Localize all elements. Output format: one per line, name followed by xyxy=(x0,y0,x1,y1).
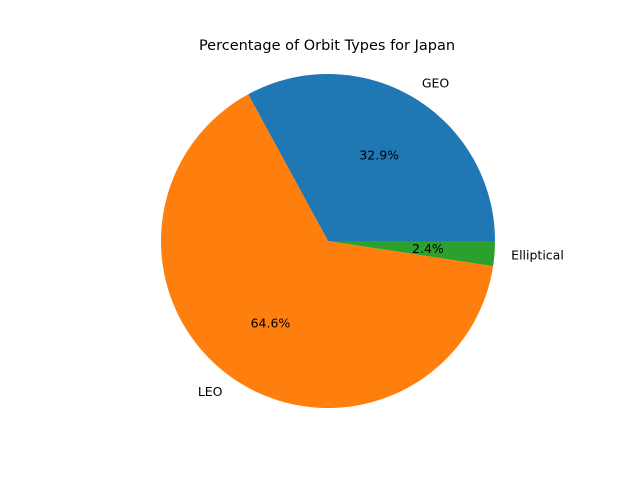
slice-percent-elliptical: 2.4% xyxy=(412,241,444,256)
slice-percent-geo: 32.9% xyxy=(359,147,399,162)
slice-label-geo: GEO xyxy=(422,76,450,91)
pie-slices xyxy=(161,74,496,409)
slice-label-leo: LEO xyxy=(198,384,223,399)
pie-slice-geo xyxy=(248,74,495,242)
chart-title: Percentage of Orbit Types for Japan xyxy=(199,38,455,54)
pie-slice-elliptical xyxy=(328,241,496,267)
pie-slice-leo xyxy=(161,94,494,409)
pie-labels: GEO 32.9% LEO 64.6% Elliptical 2.4% xyxy=(198,76,564,399)
slice-percent-leo: 64.6% xyxy=(251,316,291,331)
slice-label-elliptical: Elliptical xyxy=(511,247,564,262)
